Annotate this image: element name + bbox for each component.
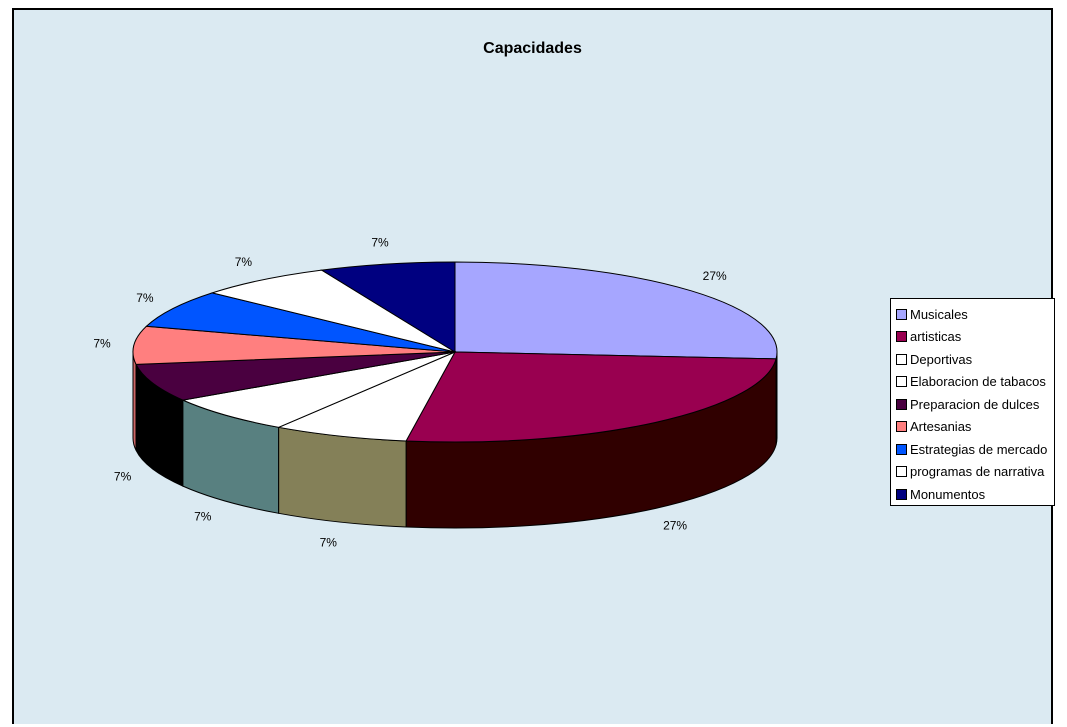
pie-side-2 — [278, 426, 407, 528]
pie-data-label-3: 7% — [194, 510, 212, 524]
legend-item: Monumentos — [896, 483, 1050, 506]
legend-label: Monumentos — [910, 486, 986, 502]
pie-chart: 27% 27% 7% 7% 7% 7% 7% 7% 7% — [93, 236, 778, 550]
legend-swatch — [896, 421, 907, 433]
pie-data-label-6: 7% — [136, 291, 154, 305]
chart-title: Capacidades — [483, 40, 582, 57]
legend-label: Estrategias de mercado — [910, 441, 1048, 457]
legend-swatch — [896, 466, 907, 478]
legend-item: Preparacion de dulces — [896, 393, 1050, 416]
legend-item: artisticas — [896, 326, 1050, 349]
pie-slice-8 — [320, 261, 456, 353]
legend-swatch — [896, 443, 907, 455]
legend-label: programas de narrativa — [910, 464, 1045, 480]
legend-label: Artesanias — [910, 419, 972, 435]
legend-swatch — [896, 353, 907, 365]
legend-item: Deportivas — [896, 348, 1050, 371]
pie-slice-0 — [454, 261, 778, 360]
legend-item: programas de narrativa — [896, 461, 1050, 484]
pie-slice-2 — [276, 350, 457, 442]
legend-label: Preparacion de dulces — [910, 396, 1040, 412]
pie-data-label-0: 27% — [703, 269, 727, 283]
pie-data-label-8: 7% — [371, 236, 389, 250]
legend-item: Elaboracion de tabacos — [896, 371, 1050, 394]
legend-label: Elaboracion de tabacos — [910, 374, 1046, 390]
pie-data-label-5: 7% — [93, 337, 111, 351]
legend-label: Deportivas — [910, 351, 973, 367]
legend-swatch — [896, 331, 907, 343]
pie-slice-3 — [181, 351, 456, 428]
legend-item: Musicales — [896, 303, 1050, 326]
legend: Musicales artisticas Deportivas Elaboracion… — [890, 298, 1055, 506]
pie-data-label-2: 7% — [320, 536, 338, 550]
pie-data-label-1: 27% — [663, 519, 687, 533]
legend-swatch — [896, 308, 907, 320]
pie-slice-5 — [132, 325, 456, 365]
pie-data-label-4: 7% — [114, 470, 132, 484]
legend-item: Artesanias — [896, 416, 1050, 439]
pie-slice-4 — [135, 351, 456, 401]
legend-label: artisticas — [910, 329, 962, 345]
pie-data-label-7: 7% — [235, 255, 253, 269]
pie-slice-1 — [405, 351, 777, 443]
legend-swatch — [896, 376, 907, 388]
legend-swatch — [896, 488, 907, 500]
pie-slice-7 — [210, 269, 456, 353]
legend-item: Estrategias de mercado — [896, 438, 1050, 461]
legend-swatch — [896, 398, 907, 410]
chart-area: Capacidades 27% 27% 7% 7% 7% 7% 7% 7% 7% Musical… — [12, 8, 1055, 724]
pie-slice-6 — [145, 292, 456, 353]
legend-label: Musicales — [910, 306, 968, 322]
